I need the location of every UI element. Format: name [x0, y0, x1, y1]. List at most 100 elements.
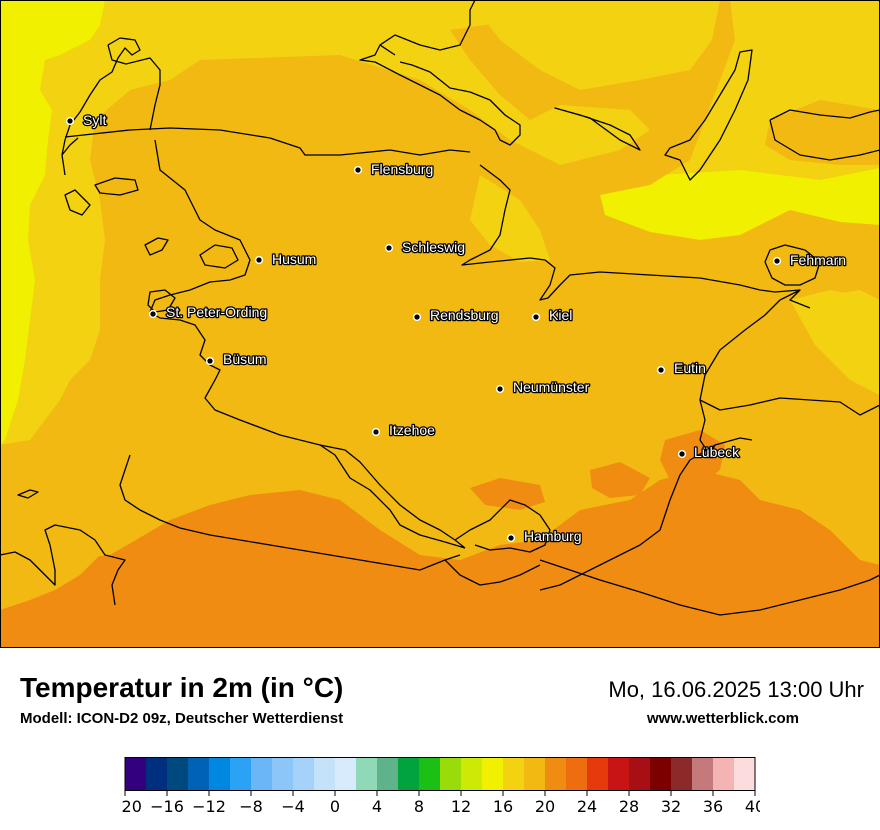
legend-tick-label: 20 [535, 797, 555, 816]
legend-swatch [419, 757, 441, 791]
legend-swatch [398, 757, 420, 791]
legend-tick-label: 4 [372, 797, 382, 816]
legend-tick-label: −20 [120, 797, 142, 816]
city-label-hamburg: Hamburg [524, 528, 582, 544]
coastline-foehr [64, 189, 91, 216]
coastline-fehmarn [764, 244, 821, 286]
legend-swatch [713, 757, 735, 791]
legend-swatch [587, 757, 609, 791]
legend-tick-label: −8 [239, 797, 263, 816]
city-label-itzehoe: Itzehoe [389, 422, 435, 438]
legend-swatch [272, 757, 294, 791]
city-label-sylt: Sylt [83, 112, 106, 128]
coastline-hallig [199, 244, 239, 269]
coastline-pellworm [144, 237, 169, 256]
legend-tick-label: 0 [330, 797, 340, 816]
temperature-field-20-sw [0, 498, 100, 610]
city-eutin: Eutin [656, 359, 707, 377]
legend-swatch [503, 757, 525, 791]
legend-tick-label: 28 [619, 797, 639, 816]
legend-swatch [167, 757, 189, 791]
city-label-schleswig: Schleswig [402, 239, 465, 255]
legend-swatch [524, 757, 546, 791]
border-holstein-mv [539, 444, 716, 591]
border-hamburg [454, 499, 551, 553]
legend-tick-label: −16 [150, 797, 184, 816]
legend-swatch [545, 757, 567, 791]
city-rendsburg: Rendsburg [412, 306, 500, 324]
legend-swatch [125, 757, 147, 791]
temperature-field-22-south [0, 470, 880, 648]
legend-swatch [734, 757, 756, 791]
coastline-schlei [461, 164, 811, 309]
city-label-husum: Husum [272, 251, 316, 267]
legend-swatch [566, 757, 588, 791]
city-neumuenster: Neumünster [495, 378, 591, 396]
temperature-field-22-elbe [590, 462, 650, 498]
legend-swatch [608, 757, 630, 791]
city-label-flensburg: Flensburg [371, 161, 433, 177]
legend-swatch [188, 757, 210, 791]
city-label-buesum: Büsum [223, 351, 267, 367]
legend-swatch [650, 757, 672, 791]
coastlines [0, 0, 880, 616]
coastline-sylt [61, 37, 141, 176]
coastline-east-holstein [699, 289, 880, 416]
legend-swatch [293, 757, 315, 791]
city-sylt: Sylt [65, 111, 108, 129]
city-st-peter-ording: St. Peter-Ording [148, 303, 268, 321]
legend-swatch [335, 757, 357, 791]
temperature-field-18-kiel [470, 175, 550, 262]
city-husum: Husum [254, 250, 318, 268]
legend-swatch [629, 757, 651, 791]
map-title: Temperatur in 2m (in °C) [20, 672, 344, 703]
legend-tick-label: 24 [577, 797, 597, 816]
color-scale-legend: −20 −16 −12 −8 −4 0 4 8 12 16 20 24 28 32 36 40 [120, 757, 760, 816]
legend-color-bar [124, 757, 756, 791]
legend-swatch [314, 757, 336, 791]
temperature-field-16-west [0, 0, 105, 445]
coastline-east-denmark [554, 107, 641, 151]
legend-tick-label: −4 [281, 797, 305, 816]
city-schleswig: Schleswig [384, 238, 466, 256]
coastline-nordstrand [94, 177, 139, 196]
temperature-field-16-east [600, 168, 880, 240]
coastline-luebeck-bay [699, 399, 753, 456]
legend-swatch [230, 757, 252, 791]
city-hamburg: Hamburg [506, 527, 583, 545]
temperature-map: Sylt Flensburg Schleswig Husum Fehmarn S… [0, 0, 880, 648]
coastline-husum [149, 139, 466, 549]
coastline-neuwerk [17, 489, 39, 499]
legend-swatch [482, 757, 504, 791]
city-label-kiel: Kiel [549, 307, 572, 323]
legend-tick-label: 36 [703, 797, 723, 816]
legend-swatch [146, 757, 168, 791]
temperature-field-18-north [470, 0, 720, 90]
legend-swatch [692, 757, 714, 791]
border-south [539, 559, 880, 616]
coastline-sylt-north [107, 44, 161, 131]
coastline-cuxhaven [0, 524, 126, 606]
legend-tick-label: 32 [661, 797, 681, 816]
coastline-eiderstedt [147, 289, 176, 313]
website-link[interactable]: www.wetterblick.com [647, 710, 799, 727]
city-markers: Sylt Flensburg Schleswig Husum Fehmarn S… [65, 111, 847, 545]
legend-tick-label: 40 [745, 797, 760, 816]
legend-tick-label: 8 [414, 797, 424, 816]
city-flensburg: Flensburg [353, 160, 435, 178]
city-label-st-peter-ording: St. Peter-Ording [166, 304, 267, 320]
legend-frame [124, 757, 756, 791]
legend-tick-label: 16 [493, 797, 513, 816]
coastline-flensburg [359, 44, 521, 146]
city-label-luebeck: Lübeck [694, 444, 740, 460]
border-denmark [64, 127, 471, 156]
city-label-rendsburg: Rendsburg [430, 307, 499, 323]
coastline-ne [769, 109, 880, 161]
legend-swatch [209, 757, 231, 791]
coastline-elbe-north [319, 444, 466, 549]
legend-tick-label: −12 [192, 797, 226, 816]
city-fehmarn: Fehmarn [772, 251, 847, 269]
coastline-elbe-south [119, 454, 461, 571]
legend-swatch [356, 757, 378, 791]
forecast-datetime: Mo, 16.06.2025 13:00 Uhr [608, 677, 864, 702]
